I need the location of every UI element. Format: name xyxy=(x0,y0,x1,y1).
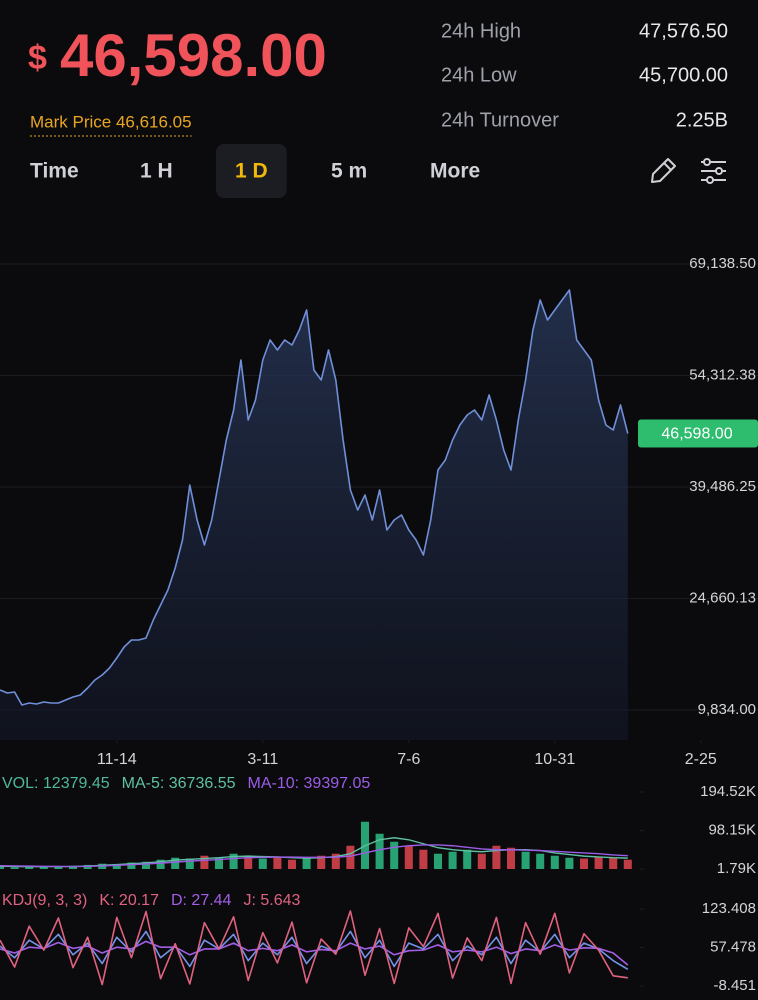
volume-bar xyxy=(390,841,399,869)
volume-bar xyxy=(244,856,253,869)
y-tick-label: -8.451 xyxy=(713,977,756,994)
interval-tabs: Time 1 H 1 D 5 m More xyxy=(30,144,480,198)
stat-value: 47,576.50 xyxy=(639,20,728,42)
volume-bar xyxy=(594,856,603,869)
volume-bar xyxy=(39,866,48,869)
volume-bar xyxy=(477,853,486,869)
indicator-title: KDJ(9, 3, 3) xyxy=(2,892,87,909)
y-tick-label: 39,486.25 xyxy=(689,478,756,495)
interval-tab[interactable]: Time xyxy=(30,160,79,183)
volume-bar xyxy=(404,845,413,869)
volume-bar xyxy=(185,858,194,869)
active-tab-bg xyxy=(216,144,287,198)
legend-entry: J: 5.643 xyxy=(243,892,300,909)
kdj-line xyxy=(0,930,629,970)
settings-icon[interactable] xyxy=(701,158,726,184)
volume-bar xyxy=(536,853,545,869)
legend-entry: K: 20.17 xyxy=(99,892,159,909)
y-tick-label: 9,834.00 xyxy=(698,701,756,718)
volume-bar xyxy=(448,851,457,869)
volume-bar xyxy=(433,853,443,869)
volume-bar xyxy=(579,858,589,869)
last-price-badge xyxy=(638,419,758,448)
volume-bar xyxy=(10,867,19,869)
kdj-line xyxy=(0,910,628,986)
volume-bar xyxy=(273,857,282,869)
charts: 9,834.00 24,660.13 39,486.25 54,312.38 69,13… xyxy=(0,255,758,994)
y-tick-label: 98.15K xyxy=(708,821,756,838)
volume-bar xyxy=(302,857,311,869)
price-area xyxy=(0,290,628,740)
volume-bar xyxy=(127,862,136,869)
volume-bar xyxy=(492,845,501,869)
y-tick-label: 123.408 xyxy=(702,900,756,917)
volume-bar xyxy=(229,853,238,869)
volume-bar xyxy=(200,855,209,869)
y-tick-label: 57.478 xyxy=(710,938,756,955)
stat-label: 24h High xyxy=(441,20,521,42)
y-tick-label: 69,138.50 xyxy=(689,255,756,272)
volume-bar xyxy=(609,857,618,869)
volume-bar xyxy=(156,859,165,869)
y-tick-label: 54,312.38 xyxy=(689,366,756,383)
volume-bar xyxy=(419,849,428,869)
volume-bar xyxy=(331,853,340,869)
volume-bar xyxy=(112,864,121,869)
interval-tab[interactable]: More xyxy=(430,160,480,183)
volume-bar xyxy=(25,866,34,869)
volume-bar xyxy=(214,857,224,869)
kdj-line xyxy=(0,940,629,966)
legend-entry: MA-5: 36736.55 xyxy=(122,775,236,792)
stat-label: 24h Low xyxy=(441,64,517,86)
volume-bar xyxy=(287,859,297,869)
legend-entry: MA-10: 39397.05 xyxy=(248,775,371,792)
edit-icon[interactable] xyxy=(651,158,676,183)
x-tick-label: 2-25 xyxy=(685,751,717,768)
volume-bar xyxy=(565,857,574,869)
ma-line xyxy=(0,837,628,868)
volume-bar xyxy=(623,859,632,869)
volume-bar xyxy=(375,833,384,869)
volume-bar xyxy=(550,855,559,869)
stat-value: 2.25B xyxy=(676,109,728,131)
mark-price[interactable]: Mark Price 46,616.05 xyxy=(30,112,192,131)
volume-bar xyxy=(141,861,151,869)
volume-bar xyxy=(463,849,472,869)
stat-label: 24h Turnover xyxy=(441,109,559,131)
volume-bar xyxy=(258,858,267,869)
y-tick-label: 24,660.13 xyxy=(689,589,756,606)
x-tick-label: 10-31 xyxy=(534,751,575,768)
last-price: 46,598.00 xyxy=(60,22,327,89)
stat-value: 45,700.00 xyxy=(639,64,728,86)
legend-entry: D: 27.44 xyxy=(171,892,232,909)
volume-bar xyxy=(346,845,355,869)
volume-bar xyxy=(68,865,78,869)
ma-line xyxy=(0,844,628,868)
y-tick-label: 194.52K xyxy=(700,783,756,800)
legend-entry: VOL: 12379.45 xyxy=(2,775,110,792)
x-tick-label: 3-11 xyxy=(247,751,278,768)
volume-bar xyxy=(506,847,516,869)
price-line xyxy=(0,289,629,706)
currency-symbol: $ xyxy=(28,39,47,77)
x-tick-label: 11-14 xyxy=(97,751,137,768)
interval-tab[interactable]: 1 H xyxy=(140,160,173,183)
x-tick-label: 7-6 xyxy=(397,751,420,768)
volume-bar xyxy=(521,851,530,869)
y-tick-label: 1.79K xyxy=(717,860,756,877)
volume-bar xyxy=(54,866,63,869)
interval-tab[interactable]: 5 m xyxy=(331,160,367,183)
interval-tab[interactable]: 1 D xyxy=(235,160,268,183)
volume-bar xyxy=(0,866,5,869)
volume-bar xyxy=(317,855,326,869)
last-price-label: 46,598.00 xyxy=(661,426,732,443)
volume-bar xyxy=(171,857,180,869)
